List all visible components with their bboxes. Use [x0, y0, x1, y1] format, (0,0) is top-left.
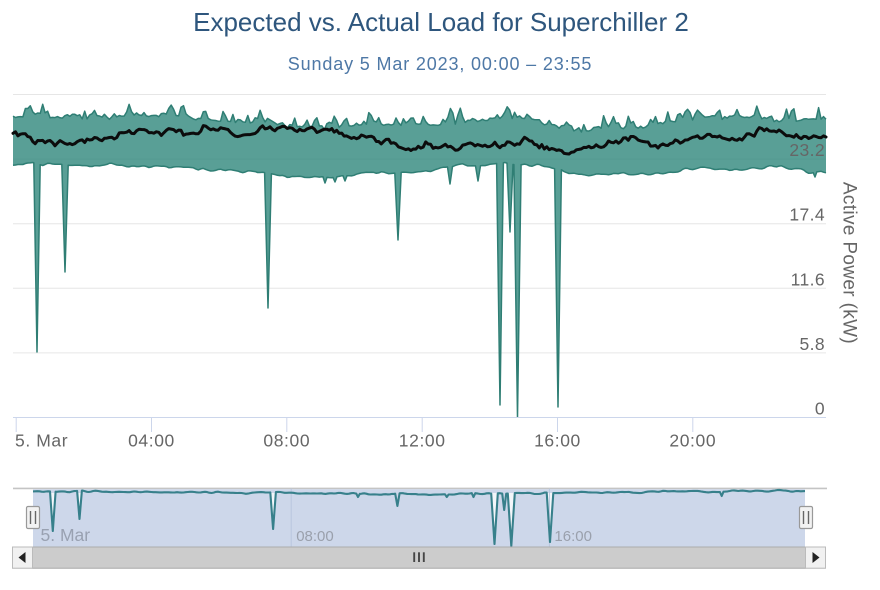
svg-text:Expected vs. Actual Load for S: Expected vs. Actual Load for Superchille… [193, 7, 689, 37]
svg-text:16:00: 16:00 [554, 528, 592, 545]
svg-text:04:00: 04:00 [128, 431, 175, 451]
svg-text:5.8: 5.8 [799, 334, 825, 354]
svg-text:Sunday 5 Mar 2023, 00:00 – 23:: Sunday 5 Mar 2023, 00:00 – 23:55 [288, 54, 592, 74]
svg-text:23.2: 23.2 [789, 140, 825, 160]
svg-text:12:00: 12:00 [399, 431, 446, 451]
svg-text:17.4: 17.4 [789, 205, 825, 225]
svg-text:11.6: 11.6 [791, 269, 825, 289]
svg-text:20:00: 20:00 [669, 431, 716, 451]
svg-text:5. Mar: 5. Mar [41, 525, 91, 545]
svg-text:5. Mar: 5. Mar [15, 431, 68, 451]
svg-text:0: 0 [815, 399, 825, 419]
svg-text:16:00: 16:00 [534, 431, 581, 451]
svg-text:08:00: 08:00 [296, 528, 334, 545]
svg-text:Active Power (kW): Active Power (kW) [839, 182, 860, 344]
svg-text:08:00: 08:00 [263, 431, 310, 451]
